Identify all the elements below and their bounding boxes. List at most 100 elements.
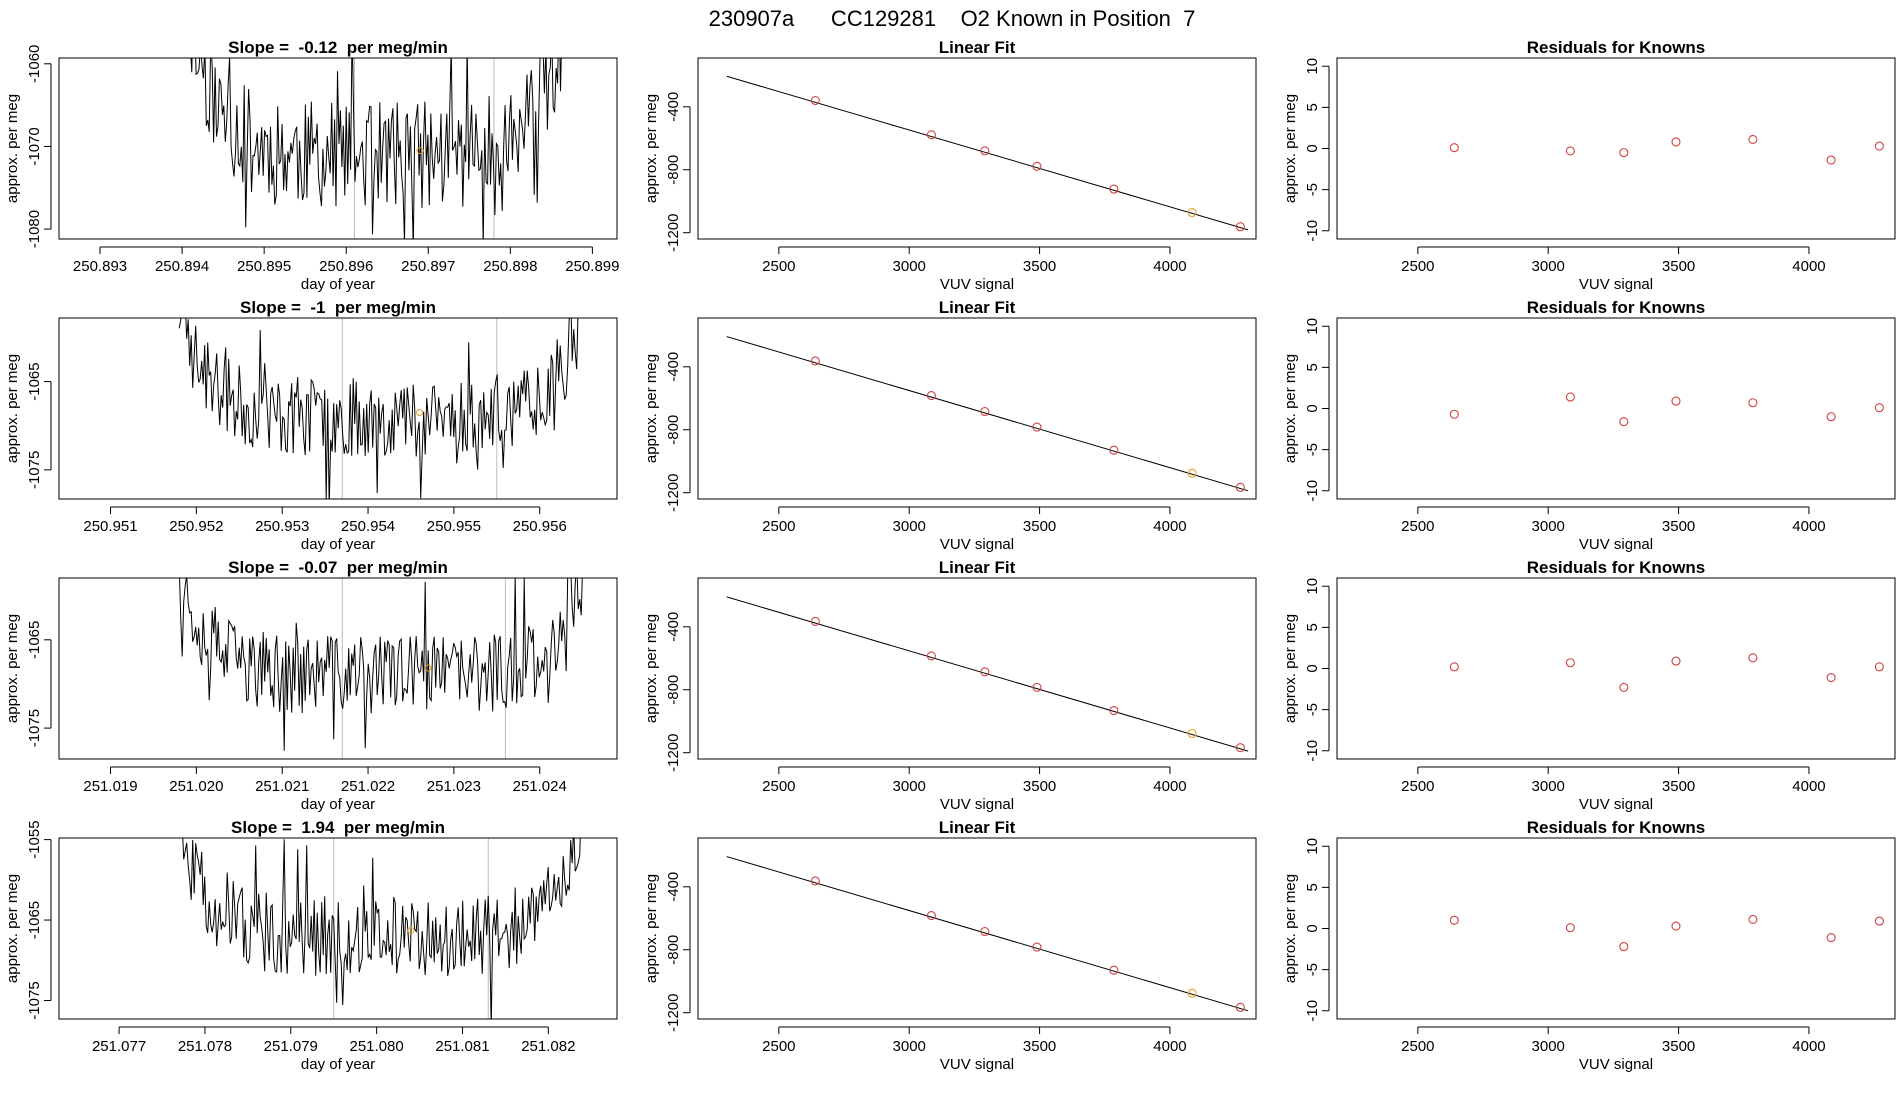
- x-tick-label: 250.899: [565, 258, 619, 275]
- known-point-4: [1109, 705, 1119, 716]
- trace-line: [179, 578, 583, 751]
- y-axis-label: approx. per meg: [643, 354, 660, 463]
- x-tick-label: 2500: [762, 258, 795, 275]
- x-axis-label: day of year: [301, 536, 375, 553]
- trace-line: [182, 838, 581, 1019]
- plot-title: Linear Fit: [939, 558, 1016, 577]
- y-tick-label: 5: [1304, 103, 1321, 111]
- x-tick-label: 3500: [1023, 778, 1056, 795]
- x-tick-label: 3500: [1662, 778, 1695, 795]
- x-tick-label: 250.955: [427, 518, 481, 535]
- y-tick-label: 10: [1304, 578, 1321, 595]
- x-tick-label: 251.023: [427, 778, 481, 795]
- plot-frame: [697, 837, 1257, 1020]
- y-axis-label: approx. per meg: [643, 874, 660, 983]
- x-tick-label: 4000: [1792, 258, 1825, 275]
- x-tick-label: 2500: [1401, 1038, 1434, 1055]
- known-point-1: [926, 911, 936, 921]
- plot-title: Residuals for Knowns: [1527, 38, 1706, 57]
- known-point-6: [1235, 1002, 1245, 1012]
- x-tick-label: 4000: [1153, 778, 1186, 795]
- x-tick-label: 251.024: [513, 778, 567, 795]
- x-tick-label: 3500: [1023, 518, 1056, 535]
- highlight-point: [1187, 468, 1197, 478]
- x-tick-label: 4000: [1153, 258, 1186, 275]
- plot-title: Linear Fit: [939, 38, 1016, 57]
- plot-area: [1449, 392, 1884, 427]
- y-tick-label: -1055: [26, 820, 43, 858]
- panel-r1-c2: 2500 3000 3500 4000 10 5 0 -5 -10 Residuals for K…: [1282, 298, 1896, 553]
- plot-area: [726, 336, 1249, 492]
- known-point-6: [1235, 222, 1245, 232]
- y-tick-label: -800: [665, 155, 682, 185]
- plot-frame: [697, 57, 1257, 240]
- y-tick-label: -1080: [26, 210, 43, 248]
- x-tick-label: 2500: [762, 778, 795, 795]
- plot-title: Linear Fit: [939, 298, 1016, 317]
- plot-frame: [58, 317, 618, 500]
- plot-frame: [697, 577, 1257, 760]
- x-tick-label: 250.894: [155, 258, 209, 275]
- known-point-5: [1826, 412, 1836, 422]
- known-point-6: [1874, 916, 1884, 926]
- highlight-point: [1187, 208, 1197, 218]
- x-tick-label: 251.022: [341, 778, 395, 795]
- plot-area: [726, 596, 1249, 753]
- known-point-4: [1748, 398, 1758, 408]
- y-tick-label: 0: [1304, 924, 1321, 932]
- known-point-1: [926, 130, 936, 140]
- known-point-4: [1748, 653, 1758, 663]
- x-tick-label: 250.898: [483, 258, 537, 275]
- known-point-3: [1671, 921, 1681, 931]
- known-point-3: [1671, 656, 1681, 666]
- panel-r3-c0: 251.077 251.078 251.079 251.080 251.081 251.0…: [4, 818, 618, 1073]
- y-tick-label: -1075: [26, 451, 43, 489]
- plot-frame: [58, 837, 618, 1020]
- known-point-5: [1826, 672, 1836, 683]
- known-point-0: [1449, 143, 1459, 153]
- x-tick-label: 251.077: [92, 1038, 146, 1055]
- plot-title: Residuals for Knowns: [1527, 558, 1706, 577]
- known-point-0: [810, 876, 820, 886]
- x-axis-label: VUV signal: [1579, 796, 1653, 813]
- x-tick-label: 3500: [1662, 518, 1695, 535]
- known-point-1: [926, 651, 936, 661]
- x-tick-label: 250.951: [83, 518, 137, 535]
- y-tick-label: -5: [1304, 703, 1321, 716]
- plot-title: Residuals for Knowns: [1527, 298, 1706, 317]
- plot-title: Linear Fit: [939, 818, 1016, 837]
- x-tick-label: 3000: [1532, 778, 1565, 795]
- known-point-0: [1449, 409, 1459, 419]
- panel-r2-c1: 2500 3000 3500 4000 -400 -800 -1200 Linear Fit V…: [643, 558, 1257, 813]
- trace-marker: [416, 147, 424, 155]
- y-tick-label: -1075: [26, 981, 43, 1019]
- trace-line: [190, 58, 562, 239]
- fit-line: [726, 336, 1249, 492]
- y-tick-label: -1065: [26, 901, 43, 939]
- x-axis-label: VUV signal: [940, 796, 1014, 813]
- x-tick-label: 251.082: [521, 1038, 575, 1055]
- y-tick-label: -1200: [665, 474, 682, 512]
- panel-r0-c2: 2500 3000 3500 4000 10 5 0 -5 -10 Residuals for K…: [1282, 38, 1896, 293]
- y-tick-label: 10: [1304, 58, 1321, 75]
- y-tick-label: -1060: [26, 45, 43, 83]
- x-tick-label: 3000: [893, 258, 926, 275]
- known-point-0: [810, 356, 820, 366]
- x-tick-label: 251.081: [435, 1038, 489, 1055]
- y-tick-label: -800: [665, 935, 682, 965]
- x-tick-label: 3000: [1532, 518, 1565, 535]
- y-axis-label: approx. per meg: [4, 94, 21, 203]
- x-axis-label: day of year: [301, 1056, 375, 1073]
- known-point-5: [1826, 932, 1836, 943]
- plot-area: [1449, 653, 1884, 692]
- y-tick-label: -1200: [665, 994, 682, 1032]
- y-tick-label: -1200: [665, 734, 682, 772]
- plot-title: Slope = 1.94 per meg/min: [231, 818, 445, 837]
- x-tick-label: 2500: [1401, 778, 1434, 795]
- panel-r3-c2: 2500 3000 3500 4000 10 5 0 -5 -10 Residuals for K…: [1282, 818, 1896, 1073]
- panel-r2-c2: 2500 3000 3500 4000 10 5 0 -5 -10 Residuals for K…: [1282, 558, 1896, 813]
- known-point-0: [1449, 662, 1459, 672]
- y-tick-label: -1070: [26, 127, 43, 165]
- page-title: 230907a CC129281 O2 Known in Position 7: [709, 6, 1196, 31]
- x-tick-label: 251.019: [83, 778, 137, 795]
